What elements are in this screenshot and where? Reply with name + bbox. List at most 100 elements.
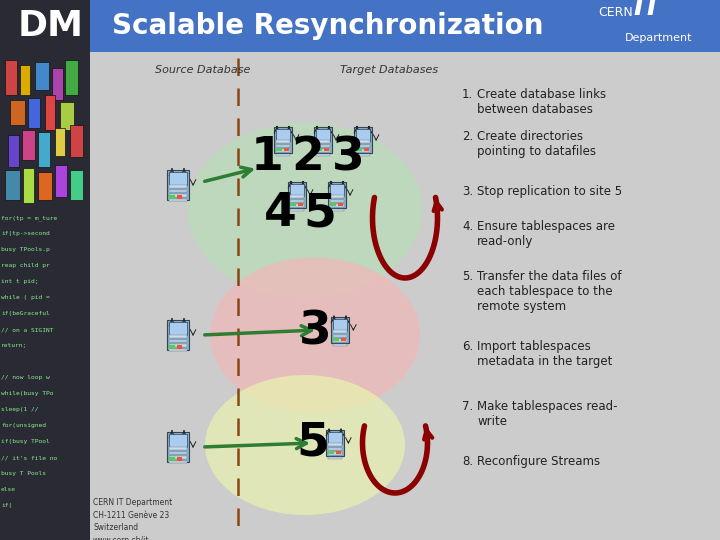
Text: return;: return; xyxy=(1,343,27,348)
Bar xyxy=(298,202,303,206)
Text: 3: 3 xyxy=(299,309,331,354)
Bar xyxy=(364,147,369,151)
Bar xyxy=(169,185,187,187)
Bar xyxy=(70,125,83,157)
Bar xyxy=(328,452,343,455)
Bar xyxy=(23,168,34,203)
Text: Scalable Resynchronization: Scalable Resynchronization xyxy=(112,12,544,40)
Bar xyxy=(276,149,290,152)
Text: Import tablespaces
metadata in the target: Import tablespaces metadata in the targe… xyxy=(477,340,613,368)
Bar xyxy=(330,202,336,206)
Text: if(: if( xyxy=(1,503,12,508)
Bar xyxy=(333,339,347,341)
Ellipse shape xyxy=(205,375,405,515)
Text: while ( pid =: while ( pid = xyxy=(1,295,50,300)
Bar xyxy=(328,183,346,207)
Text: 2: 2 xyxy=(292,136,325,180)
Bar xyxy=(20,65,30,95)
Text: reap child pr: reap child pr xyxy=(1,263,50,268)
Bar xyxy=(356,130,370,141)
Text: if(tp->second: if(tp->second xyxy=(1,231,50,236)
Bar xyxy=(169,348,187,351)
Bar xyxy=(316,140,330,143)
Bar xyxy=(330,208,344,211)
Bar xyxy=(169,457,175,461)
Bar xyxy=(328,448,343,450)
Bar xyxy=(356,145,370,147)
Text: 3: 3 xyxy=(332,136,364,180)
Text: // now loop w: // now loop w xyxy=(1,375,50,380)
Bar xyxy=(169,199,187,201)
Bar xyxy=(167,170,189,200)
Bar xyxy=(177,195,182,199)
Text: busy T Pools: busy T Pools xyxy=(1,471,46,476)
Bar xyxy=(276,145,290,147)
Bar xyxy=(169,335,187,338)
Bar xyxy=(276,140,290,143)
Bar xyxy=(330,199,344,202)
Text: Stop replication to site 5: Stop replication to site 5 xyxy=(477,185,622,198)
Bar xyxy=(356,153,370,156)
Bar xyxy=(325,430,344,456)
Bar xyxy=(169,434,187,448)
Text: IT: IT xyxy=(633,0,661,21)
Text: for(unsigned: for(unsigned xyxy=(1,423,46,428)
Bar xyxy=(328,443,343,445)
Bar xyxy=(177,345,182,349)
Bar xyxy=(276,147,282,151)
Bar xyxy=(169,461,187,463)
Text: Transfer the data files of
each tablespace to the
remote system: Transfer the data files of each tablespa… xyxy=(477,270,621,313)
Ellipse shape xyxy=(210,258,420,413)
Text: else: else xyxy=(1,487,16,492)
Bar xyxy=(169,340,187,342)
Bar xyxy=(167,320,189,350)
Text: // on a SIGINT: // on a SIGINT xyxy=(1,327,53,332)
Ellipse shape xyxy=(187,123,423,298)
Text: DM: DM xyxy=(18,9,84,43)
Bar xyxy=(90,52,720,540)
Bar xyxy=(5,170,20,200)
Bar xyxy=(55,165,67,197)
Bar xyxy=(55,128,65,156)
Bar xyxy=(316,147,322,151)
Bar xyxy=(5,60,17,95)
Bar xyxy=(333,343,347,346)
Bar xyxy=(330,317,349,343)
Bar xyxy=(0,0,90,540)
Bar xyxy=(316,149,330,152)
Text: sleep(1 //: sleep(1 // xyxy=(1,407,38,412)
Text: 3.: 3. xyxy=(462,185,473,198)
Text: if(busy TPool: if(busy TPool xyxy=(1,439,50,444)
Bar xyxy=(169,447,187,449)
Text: while(busy TPo: while(busy TPo xyxy=(1,391,53,396)
Bar xyxy=(288,183,306,207)
Text: int t pid;: int t pid; xyxy=(1,279,38,284)
Bar xyxy=(330,204,344,206)
Bar xyxy=(52,68,63,100)
Text: 8.: 8. xyxy=(462,455,473,468)
Text: 6.: 6. xyxy=(462,340,473,353)
Bar xyxy=(354,127,372,153)
Text: Department: Department xyxy=(625,33,693,43)
Bar xyxy=(169,322,187,335)
Text: 5: 5 xyxy=(297,421,330,465)
Bar xyxy=(38,132,50,167)
Bar xyxy=(8,135,19,167)
Bar xyxy=(22,130,35,160)
Bar xyxy=(290,195,304,198)
Bar xyxy=(290,204,304,206)
Bar xyxy=(316,130,330,141)
Bar xyxy=(284,147,289,151)
Bar xyxy=(10,100,25,125)
Bar xyxy=(45,95,55,130)
Bar xyxy=(167,431,189,462)
Bar xyxy=(356,149,370,152)
Bar xyxy=(328,432,343,444)
Bar xyxy=(290,184,304,195)
Bar xyxy=(38,172,52,200)
Bar xyxy=(28,98,40,128)
Bar xyxy=(328,456,343,459)
Text: Create directories
pointing to datafiles: Create directories pointing to datafiles xyxy=(477,130,596,158)
Text: busy TPools.p: busy TPools.p xyxy=(1,247,50,252)
Text: CERN IT Department
CH-1211 Genève 23
Switzerland
www.cern.ch/it: CERN IT Department CH-1211 Genève 23 Swi… xyxy=(93,498,172,540)
